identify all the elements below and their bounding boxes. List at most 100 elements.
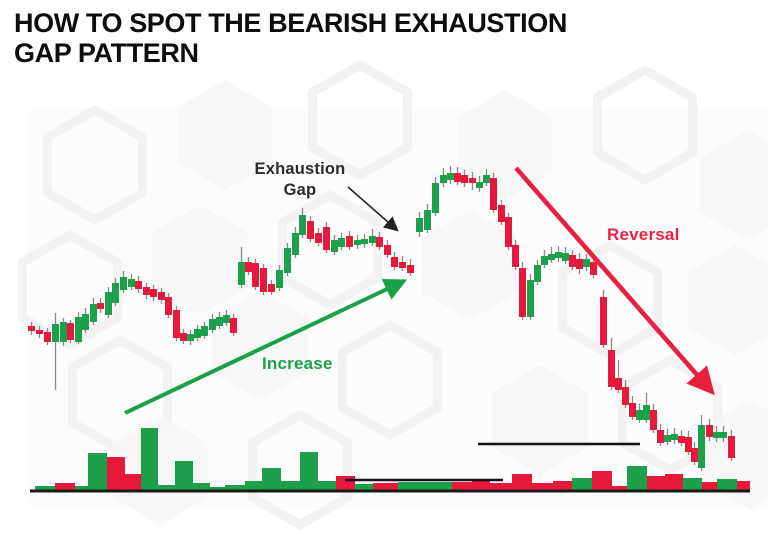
volume-bar (225, 485, 245, 490)
volume-bar (627, 466, 647, 490)
candle-body (292, 233, 299, 255)
candle-body (512, 245, 519, 267)
hexagon-decoration (700, 130, 768, 240)
volume-bar (158, 485, 175, 490)
candle-body (447, 173, 454, 180)
candle-body (615, 378, 622, 390)
candle-body (307, 221, 314, 239)
candle-body (622, 387, 629, 405)
candle-body (338, 238, 345, 247)
volume-bar (193, 483, 210, 490)
candle-body (490, 178, 497, 210)
candle-body (112, 283, 119, 303)
hexagon-decoration (212, 290, 308, 400)
hexagon-decoration (247, 410, 353, 530)
candle-body (105, 292, 112, 315)
hexagon-decoration (307, 60, 413, 180)
candle-body (569, 255, 576, 267)
candle-body (643, 405, 650, 420)
volume-bar (398, 482, 417, 490)
candle-body (527, 280, 534, 317)
candle-body (583, 259, 590, 267)
volume-bar (647, 476, 665, 490)
hexagon-decoration (42, 105, 148, 225)
candle-body (691, 448, 698, 462)
candle-body (483, 175, 490, 183)
candle-body (432, 183, 439, 213)
hexagon-decoration (457, 90, 553, 200)
volume-bar (355, 484, 373, 490)
support-lines-layer (30, 442, 750, 493)
volume-bar (452, 482, 472, 490)
candle-body (180, 333, 187, 341)
volume-bar (373, 483, 398, 490)
candle-body (384, 245, 391, 255)
reversal-label: Reversal (607, 225, 680, 244)
candle-body (664, 435, 671, 442)
exhaustion-gap-label-line1: Exhaustion (254, 160, 346, 178)
candle-body (216, 317, 223, 326)
candle-body (416, 218, 423, 232)
candle-body (90, 304, 97, 322)
volume-bar (512, 474, 532, 490)
candle-body (650, 410, 657, 430)
candle-body (97, 303, 104, 309)
candle-body (369, 236, 376, 243)
candle-body (276, 270, 283, 288)
volume-bar (336, 476, 355, 490)
volume-bar (572, 478, 592, 490)
candle-body (245, 262, 252, 272)
candle-body (728, 436, 735, 458)
volume-bar (318, 481, 336, 490)
candle-body (706, 425, 713, 437)
hexagon-decoration (492, 365, 588, 475)
candle-body (158, 292, 165, 300)
candle-body (187, 334, 194, 341)
candle-body (75, 317, 82, 342)
volume-bar (88, 453, 107, 490)
candle-body (636, 410, 643, 420)
hexagon-decoration (687, 245, 768, 355)
candle-body (252, 263, 259, 287)
candles-layer (28, 166, 735, 471)
candle-body (391, 257, 398, 267)
increase-trend-arrow (124, 278, 408, 415)
hexagon-decoration (112, 415, 208, 525)
candle-body (60, 322, 67, 342)
candle-body (698, 425, 705, 468)
candle-body (28, 326, 35, 331)
candle-body (230, 318, 237, 333)
volume-bar (125, 474, 141, 490)
volume-bar (141, 428, 158, 490)
candle-body (323, 227, 330, 250)
volume-bar (665, 474, 683, 490)
candle-body (331, 240, 338, 252)
candle-body (150, 289, 157, 297)
candle-body (720, 432, 727, 438)
candle-body (519, 268, 526, 317)
candle-body (678, 436, 685, 443)
volume-bar (532, 483, 553, 490)
candle-body (600, 297, 607, 345)
candle-body (685, 437, 692, 452)
candle-body (608, 350, 615, 387)
candle-body (67, 323, 74, 340)
candle-body (454, 173, 461, 182)
volume-bar (300, 452, 318, 490)
volume-bar (75, 486, 88, 490)
candle-body (165, 297, 172, 315)
candle-body (476, 182, 483, 188)
volume-bar (553, 481, 572, 490)
candle-body (201, 326, 208, 336)
candle-body (562, 253, 569, 261)
candle-body (399, 262, 406, 268)
candle-body (505, 217, 512, 247)
volume-bar (435, 482, 452, 490)
candle-body (82, 314, 89, 330)
volume-bar (175, 461, 193, 490)
volume-bar (210, 487, 225, 490)
candle-body (461, 175, 468, 183)
volume-bar (417, 482, 435, 490)
candle-body (440, 175, 447, 183)
